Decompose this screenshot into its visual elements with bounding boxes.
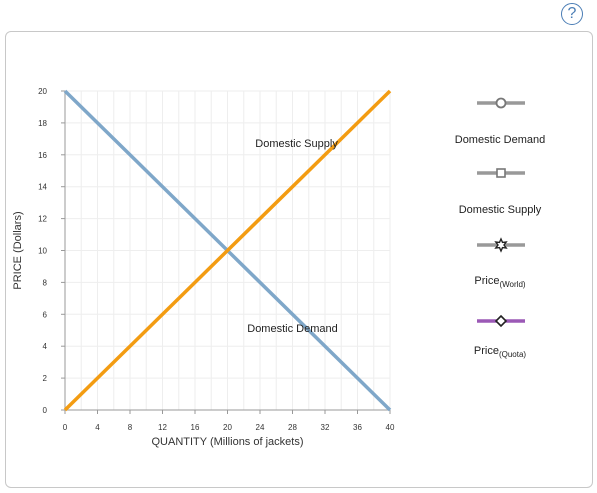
y-tick-label: 20: [38, 87, 47, 96]
y-tick-label: 12: [38, 215, 47, 224]
x-tick-label: 16: [191, 423, 200, 432]
domestic-demand-drag-tool[interactable]: [475, 95, 527, 111]
y-tick-label: 0: [43, 406, 48, 415]
y-tick-label: 10: [38, 247, 47, 256]
circle-marker-icon: [495, 97, 507, 109]
grid: [64, 90, 391, 411]
y-tick-label: 14: [38, 183, 47, 192]
legend-label-price-world: Price(World): [474, 275, 526, 290]
series-layer[interactable]: [63, 89, 392, 412]
x-tick-label: 40: [386, 423, 395, 432]
graph-panel: [5, 31, 593, 488]
x-tick-label: 20: [223, 423, 232, 432]
x-tick-label: 8: [128, 423, 133, 432]
y-tick-label: 2: [43, 374, 48, 383]
x-tick-label: 24: [256, 423, 265, 432]
legend-item-domestic-demand: Domestic Demand: [430, 95, 590, 155]
legend-item-domestic-supply: Domestic Supply: [430, 165, 590, 225]
y-tick-label: 6: [43, 310, 48, 319]
price-world-drag-tool[interactable]: [475, 237, 527, 253]
legend-label-price-quota: Price(Quota): [473, 345, 527, 360]
legend-label-domestic-supply: Domestic Supply: [458, 204, 542, 216]
diamond-marker-icon: [494, 314, 508, 328]
x-tick-label: 0: [63, 423, 68, 432]
x-tick-label: 4: [95, 423, 100, 432]
series-line-domestic-supply[interactable]: [63, 89, 392, 412]
y-tick-label: 8: [43, 278, 48, 287]
x-tick-label: 28: [288, 423, 297, 432]
price-quota-drag-tool[interactable]: [475, 313, 527, 329]
star-marker-icon: [494, 237, 508, 253]
legend-item-price-world: Price(World): [430, 237, 590, 297]
help-button[interactable]: ?: [561, 3, 583, 25]
x-axis-title: QUANTITY (Millions of jackets): [152, 436, 304, 448]
x-tick-label: 32: [321, 423, 330, 432]
domestic-supply-drag-tool[interactable]: [475, 165, 527, 181]
x-tick-label: 36: [353, 423, 362, 432]
y-tick-label: 18: [38, 119, 47, 128]
legend-label-domestic-demand: Domestic Demand: [454, 134, 546, 146]
y-tick-label: 4: [43, 342, 48, 351]
annotation-domestic-supply: Domestic Supply: [255, 138, 338, 150]
square-marker-icon: [496, 168, 506, 178]
y-tick-label: 16: [38, 151, 47, 160]
annotations: Domestic Supply Domestic Demand: [247, 138, 338, 335]
y-axis-title: PRICE (Dollars): [12, 211, 24, 289]
legend-item-price-quota: Price(Quota): [430, 313, 590, 373]
annotation-domestic-demand: Domestic Demand: [247, 323, 337, 335]
x-tick-label: 12: [158, 423, 167, 432]
top-bar: ?: [0, 0, 597, 30]
